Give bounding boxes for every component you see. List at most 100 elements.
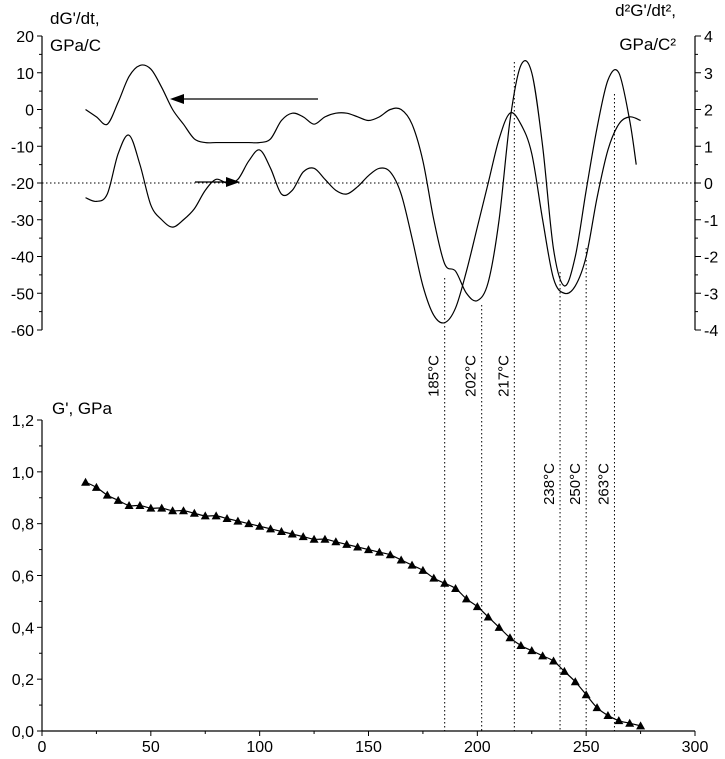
data-point-triangle — [222, 513, 232, 522]
top-curves — [85, 60, 641, 324]
data-point-triangle — [603, 710, 613, 719]
data-point-triangle — [592, 703, 602, 712]
data-point-triangle — [483, 612, 493, 621]
top-right-tick-label: 0 — [704, 176, 713, 193]
data-point-triangle — [200, 511, 210, 520]
data-point-triangle — [146, 503, 156, 512]
data-point-triangle — [636, 721, 646, 730]
data-point-triangle — [559, 666, 569, 675]
data-point-triangle — [276, 526, 286, 535]
bottom-x-tick-label: 150 — [355, 739, 382, 756]
top-right-tick-label: -4 — [704, 323, 718, 340]
data-point-triangle — [494, 622, 504, 631]
annotation-lines — [444, 62, 615, 731]
top-left-tick-label: 10 — [16, 66, 34, 83]
data-point-triangle — [91, 482, 101, 491]
data-point-triangle — [266, 524, 276, 533]
bottom-y-tick-label: 0,6 — [12, 569, 34, 586]
data-point-triangle — [385, 550, 395, 559]
top-right-tick-label: 1 — [704, 139, 713, 156]
arrow-to-left-axis — [170, 94, 318, 104]
data-point-triangle — [157, 503, 167, 512]
data-point-triangle — [614, 716, 624, 725]
bottom-y-tick-label: 0,8 — [12, 517, 34, 534]
data-point-triangle — [168, 506, 178, 515]
data-point-triangle — [374, 547, 384, 556]
bottom-y-tick-label: 0,2 — [12, 672, 34, 689]
annotation-labels: 185°C 202°C 217°C 238°C 250°C 263°C — [426, 355, 613, 505]
annotation-label: 217°C — [495, 355, 512, 397]
data-point-triangle — [429, 573, 439, 582]
gprime-series — [81, 477, 646, 730]
top-left-tick-label: -40 — [11, 250, 34, 267]
data-point-triangle — [461, 594, 471, 603]
bottom-y-tick-label: 1,0 — [12, 465, 34, 482]
data-point-triangle — [287, 529, 297, 538]
data-point-triangle — [407, 560, 417, 569]
top-right-axis-title-line2: GPa/C² — [619, 35, 676, 54]
data-point-triangle — [178, 506, 188, 515]
series-line-gprime — [85, 481, 641, 727]
data-point-triangle — [451, 583, 461, 592]
data-point-triangle — [516, 640, 526, 649]
top-left-tick-label: -30 — [11, 213, 34, 230]
top-right-tick-label: 3 — [704, 66, 713, 83]
top-panel-axes — [41, 36, 696, 330]
top-right-ticks: 4 3 2 1 0 -1 -2 -3 -4 — [695, 29, 718, 340]
arrow-right-head-icon — [226, 177, 240, 187]
data-point-triangle — [81, 477, 91, 486]
top-left-tick-label: -10 — [11, 139, 34, 156]
data-point-triangle — [331, 537, 341, 546]
data-point-triangle — [244, 519, 254, 528]
data-point-triangle — [124, 501, 134, 510]
annotation-label: 238°C — [541, 463, 558, 505]
data-point-triangle — [570, 677, 580, 686]
top-left-axis-title-line2: GPa/C — [50, 36, 101, 55]
data-point-triangle — [527, 646, 537, 655]
data-point-triangle — [135, 501, 145, 510]
bottom-y-axis-title: G', GPa — [52, 399, 112, 418]
top-left-ticks: 20 10 0 -10 -20 -30 -40 -50 -60 — [11, 29, 42, 340]
data-point-triangle — [364, 545, 373, 554]
annotation-label: 250°C — [567, 463, 584, 505]
annotation-label: 202°C — [463, 355, 480, 397]
top-left-tick-label: 0 — [25, 103, 34, 120]
top-right-tick-label: 2 — [704, 103, 713, 120]
data-point-triangle — [396, 555, 406, 564]
bottom-x-tick-label: 200 — [464, 739, 491, 756]
data-point-triangle — [233, 516, 243, 525]
top-left-tick-label: -50 — [11, 286, 34, 303]
data-point-triangle — [342, 539, 352, 548]
data-point-triangle — [255, 521, 265, 530]
bottom-x-tick-label: 300 — [682, 739, 709, 756]
data-point-triangle — [505, 633, 515, 642]
annotation-label: 185°C — [426, 355, 443, 397]
data-point-triangle — [418, 565, 428, 574]
bottom-x-tick-label: 250 — [573, 739, 600, 756]
data-point-triangle — [440, 578, 450, 587]
data-point-triangle — [102, 490, 112, 499]
annotation-label: 263°C — [595, 463, 612, 505]
top-left-tick-label: -20 — [11, 176, 34, 193]
top-right-tick-label: -3 — [704, 286, 718, 303]
data-point-triangle — [581, 690, 591, 699]
data-point-triangle — [211, 511, 221, 520]
data-point-triangle — [309, 534, 319, 543]
bottom-y-tick-label: 0,0 — [12, 724, 34, 741]
data-point-triangle — [189, 508, 199, 517]
data-point-triangle — [353, 542, 363, 551]
top-right-tick-label: -2 — [704, 250, 718, 267]
bottom-x-tick-label: 0 — [38, 739, 47, 756]
data-point-triangle — [472, 602, 482, 611]
bottom-x-tick-label: 100 — [246, 739, 273, 756]
data-point-triangle — [538, 651, 548, 660]
arrow-to-right-axis — [195, 177, 240, 187]
bottom-y-ticks: 0,0 0,2 0,4 0,6 0,8 1,0 1,2 — [12, 413, 42, 741]
top-left-tick-label: 20 — [16, 29, 34, 46]
arrow-left-head-icon — [170, 94, 184, 104]
top-left-axis-title-line1: dG'/dt, — [50, 9, 100, 28]
series-line-dgdt — [85, 60, 637, 302]
data-point-triangle — [549, 656, 559, 665]
data-point-triangle — [320, 534, 330, 543]
